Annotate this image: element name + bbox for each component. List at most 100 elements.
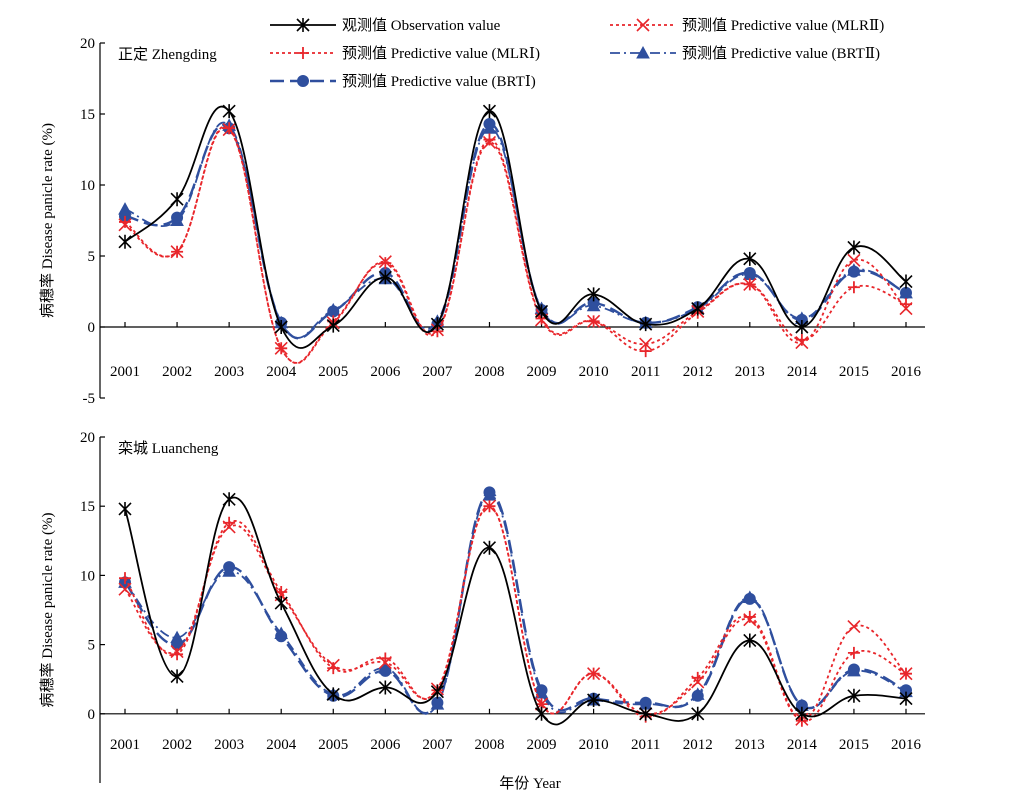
- point-brt1-2002: [171, 211, 184, 224]
- legend: 观测值 Observation value 预测值 Predictive valu…: [270, 17, 884, 90]
- x-tick-label: 2009: [527, 737, 557, 753]
- point-obs-2002: [170, 669, 184, 684]
- point-mlr2-2015: [847, 620, 861, 634]
- series-line-obs: [124, 105, 907, 349]
- point-mlr1-2015: [847, 281, 860, 294]
- x-tick-label: 2007: [422, 737, 453, 753]
- point-obs-2005: [326, 687, 340, 702]
- x-tick-label: 2013: [735, 737, 765, 753]
- series-line-brt1: [124, 491, 907, 715]
- point-mlr1-2010: [587, 315, 600, 328]
- legend-item-brt2: 预测值 Predictive value (BRTⅡ): [610, 45, 880, 62]
- point-obs-2001: [118, 234, 132, 249]
- point-obs-2014: [795, 706, 809, 721]
- series-line-brt2: [124, 494, 907, 715]
- point-mlr1-2006: [379, 257, 392, 270]
- x-tick-label: 2005: [318, 364, 348, 380]
- x-tick-label: 2001: [110, 737, 140, 753]
- x-tick-label: 2008: [474, 737, 504, 753]
- x-tick-label: 2016: [891, 737, 922, 753]
- x-tick-label: 2009: [527, 364, 557, 380]
- series-brt2: [118, 488, 913, 715]
- x-tick-label: 2007: [422, 364, 453, 380]
- point-brt1-2013: [743, 267, 756, 280]
- x-tick-label: 2002: [162, 364, 192, 380]
- point-obs-2004: [274, 596, 288, 611]
- point-brt1-2015: [847, 265, 860, 278]
- y-tick-label: 5: [88, 249, 96, 265]
- x-tick-label: 2001: [110, 364, 140, 380]
- x-tick-label: 2016: [891, 364, 922, 380]
- point-mlr1-2013: [743, 278, 756, 291]
- point-obs-2007: [430, 684, 444, 699]
- point-brt1-2011: [639, 696, 652, 709]
- point-brt1-2004: [275, 630, 288, 643]
- panel-zhengding: -5 0 5 10 15 20 2001 2002 2003 2004 2005 2006 2007 20…: [39, 36, 925, 407]
- point-obs-2014: [795, 320, 809, 334]
- x-tick-label: 2004: [266, 364, 297, 380]
- x-tick-label: 2011: [631, 737, 660, 753]
- point-mlr1-2014: [795, 333, 808, 346]
- point-mlr1-2005: [327, 662, 340, 675]
- point-mlr1-2016: [900, 298, 912, 311]
- point-mlr1-2010: [587, 667, 600, 680]
- point-mlr1-2002: [171, 648, 184, 661]
- point-obs-2008: [482, 540, 497, 555]
- x-tick-label: 2002: [162, 737, 192, 753]
- point-mlr1-2012: [691, 671, 704, 684]
- legend-item-mlr1: 预测值 Predictive value (MLRⅠ): [270, 45, 540, 62]
- point-obs-2003: [222, 104, 236, 119]
- series-line-brt2: [124, 121, 907, 339]
- legend-label-brt2: 预测值 Predictive value (BRTⅡ): [682, 45, 880, 62]
- y-tick-label: -5: [83, 391, 96, 407]
- x-axis-title: 年份 Year: [499, 775, 560, 792]
- point-obs-2011: [639, 706, 653, 721]
- point-mlr1-2003: [223, 516, 236, 529]
- point-mlr1-2008: [483, 133, 496, 146]
- point-obs-2011: [639, 317, 653, 332]
- y-tick-label: 20: [80, 36, 95, 52]
- legend-marker-brt1: [297, 75, 309, 87]
- series-line-mlr2: [124, 126, 907, 365]
- point-brt1-2008: [483, 486, 496, 499]
- point-obs-2013: [743, 251, 757, 266]
- x-tick-label: 2010: [579, 364, 609, 380]
- point-obs-2005: [326, 318, 340, 333]
- series-mlr2: [118, 499, 913, 726]
- y-tick-label: 10: [80, 568, 95, 584]
- point-brt1-2006: [379, 664, 392, 677]
- x-tick-label: 2005: [318, 737, 348, 753]
- legend-label-brt1: 预测值 Predictive value (BRTⅠ): [342, 73, 536, 90]
- y-tick-label: 5: [88, 638, 96, 654]
- point-obs-2008: [482, 104, 497, 119]
- point-brt1-2016: [900, 286, 912, 299]
- point-obs-2002: [170, 192, 184, 207]
- point-obs-2009: [534, 706, 549, 721]
- series-obs: [118, 104, 913, 349]
- point-obs-2012: [691, 301, 705, 316]
- point-mlr1-2002: [171, 245, 184, 258]
- point-obs-2006: [378, 270, 392, 285]
- legend-marker-mlr2: [636, 18, 650, 32]
- x-tick-label: 2008: [474, 364, 504, 380]
- point-obs-2013: [743, 633, 757, 648]
- point-mlr1-2015: [847, 646, 860, 659]
- point-obs-2015: [847, 688, 861, 703]
- point-mlr2-2015: [847, 253, 861, 267]
- y-tick-label: 15: [80, 499, 95, 515]
- y-tick-label: 15: [80, 107, 95, 123]
- point-obs-2009: [534, 304, 549, 319]
- point-brt1-2007: [431, 696, 444, 709]
- panel-label: 正定 Zhengding: [118, 46, 217, 63]
- y-tick-label: 10: [80, 178, 95, 194]
- legend-marker-mlr1: [297, 47, 309, 59]
- x-tick-label: 2014: [787, 737, 818, 753]
- point-brt1-2003: [223, 561, 236, 574]
- point-mlr1-2004: [275, 342, 288, 355]
- point-obs-2010: [587, 287, 601, 302]
- point-mlr1-2016: [900, 667, 912, 680]
- point-mlr1-2006: [379, 652, 392, 665]
- x-tick-label: 2006: [370, 737, 401, 753]
- series-brt1: [119, 486, 912, 715]
- point-obs-2012: [691, 706, 705, 721]
